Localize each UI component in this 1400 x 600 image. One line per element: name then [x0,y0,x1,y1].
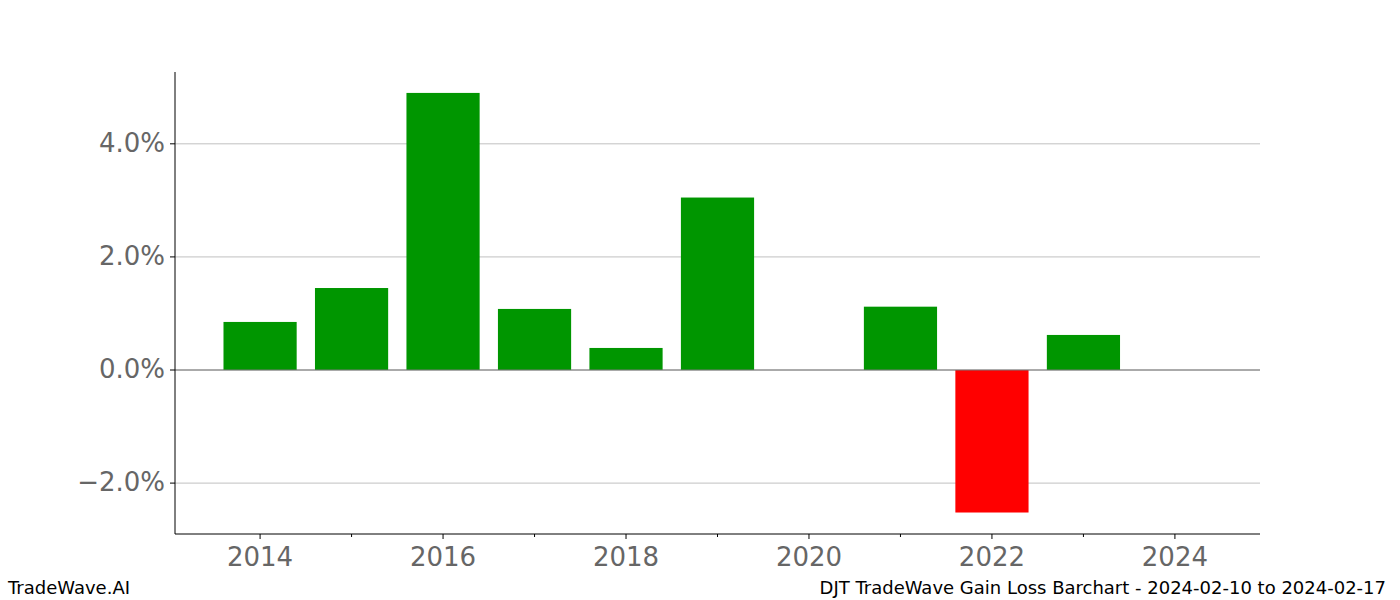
x-tick [443,534,444,539]
x-tick-label: 2016 [410,542,476,572]
y-tick [170,483,175,484]
y-tick-label: 0.0% [99,354,165,384]
x-tick [626,534,627,539]
y-axis-line [175,72,176,534]
x-tick [991,534,992,539]
bar [498,309,571,370]
x-tick-label: 2024 [1142,542,1208,572]
x-tick-label: 2020 [776,542,842,572]
bar [406,93,479,370]
source: TradeWave.AI [7,577,130,598]
x-axis-line [175,534,1260,535]
x-tick [260,534,261,539]
x-tick [808,534,809,539]
x-tick [1174,534,1175,539]
x-tick-label: 2014 [227,542,293,572]
y-tick [170,256,175,257]
bar [223,322,296,370]
bar [681,198,754,370]
y-tick-label: 4.0% [99,128,165,158]
bar [315,288,388,370]
chart: −2.0% 0.0% 2.0% 4.0% 2014 2016 2018 2020 2022 202… [0,0,1400,600]
x-tick-label: 2018 [593,542,659,572]
bar [955,370,1028,513]
y-tick [170,370,175,371]
bar [1047,335,1120,370]
x-tick-label: 2022 [959,542,1025,572]
y-tick-label: −2.0% [77,467,165,497]
zero-line [175,370,1260,371]
grid-line [175,143,1260,144]
grid-line [175,483,1260,484]
grid-line [175,370,1260,371]
y-tick-label: 2.0% [99,241,165,271]
y-tick [170,143,175,144]
title: DJT TradeWave Gain Loss Barchart - 2024-… [820,577,1386,598]
bar [864,307,937,370]
bar [589,348,662,370]
